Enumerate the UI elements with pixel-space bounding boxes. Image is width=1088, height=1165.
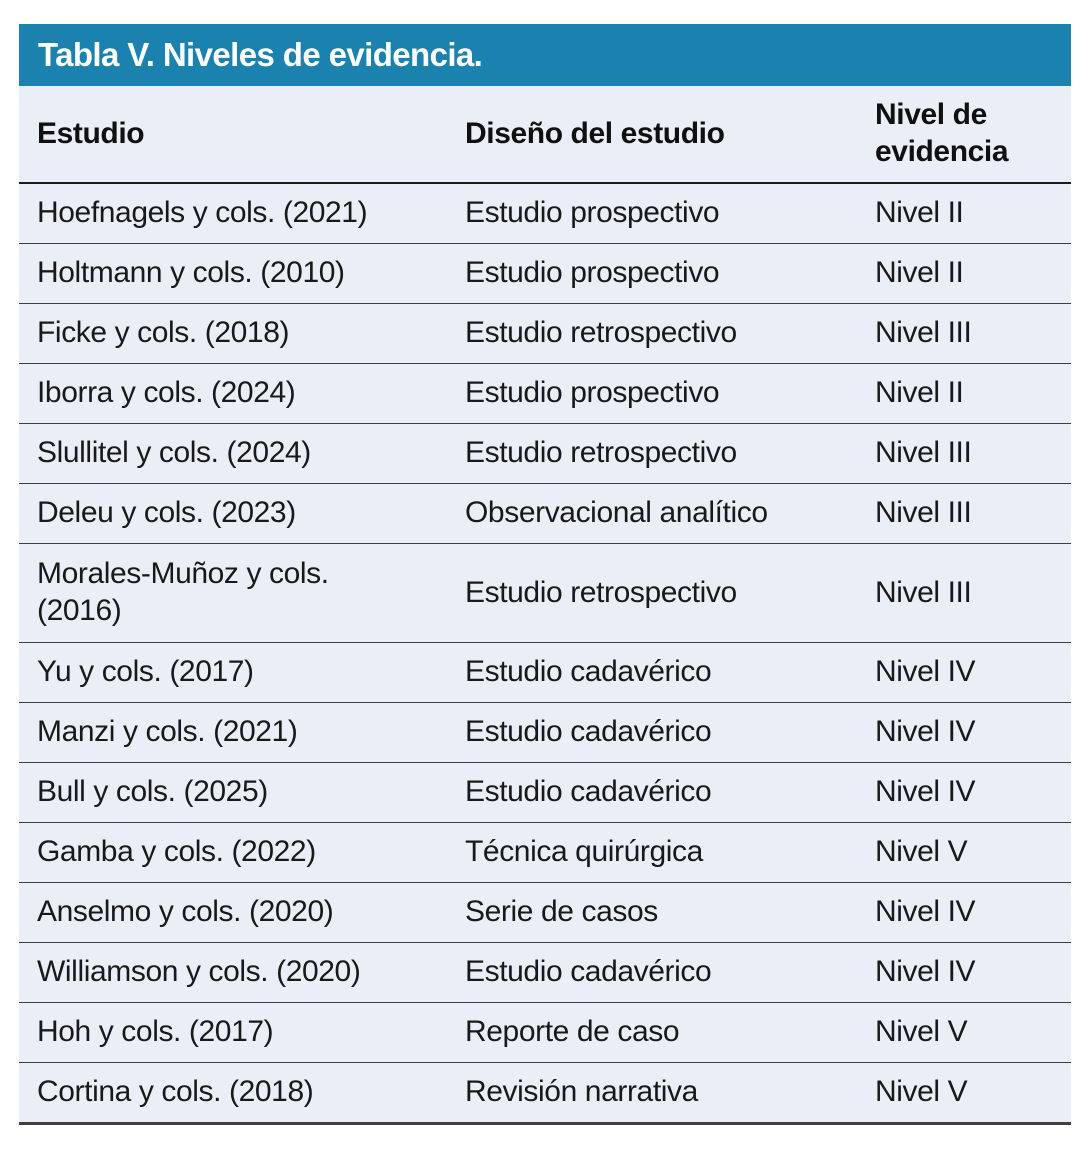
cell-estudio: Iborra y cols. (2024): [37, 376, 296, 410]
table-row: Manzi y cols. (2021) Estudio cadavérico …: [19, 702, 1071, 762]
table-title-bar: Tabla V. Niveles de evidencia.: [19, 24, 1071, 86]
table-row: Deleu y cols. (2023) Observacional analí…: [19, 483, 1071, 543]
cell-nivel: Nivel V: [875, 835, 968, 869]
table-row: Bull y cols. (2025) Estudio cadavérico N…: [19, 762, 1071, 822]
cell-estudio: Cortina y cols. (2018): [37, 1075, 314, 1109]
cell-nivel: Nivel IV: [875, 655, 976, 689]
cell-estudio: Williamson y cols. (2020): [37, 955, 361, 989]
cell-estudio: Hoh y cols. (2017): [37, 1015, 274, 1049]
cell-diseno: Reporte de caso: [465, 1015, 680, 1049]
cell-estudio: Anselmo y cols. (2020): [37, 895, 334, 929]
cell-nivel: Nivel II: [875, 376, 964, 410]
cell-estudio: Slullitel y cols. (2024): [37, 436, 311, 470]
cell-estudio: Manzi y cols. (2021): [37, 715, 298, 749]
cell-diseno: Estudio cadavérico: [465, 655, 712, 689]
cell-estudio: Holtmann y cols. (2010): [37, 256, 345, 290]
cell-diseno: Estudio prospectivo: [465, 196, 720, 230]
cell-diseno: Observacional analítico: [465, 496, 768, 530]
cell-nivel: Nivel III: [875, 496, 972, 530]
table-row: Slullitel y cols. (2024) Estudio retrosp…: [19, 423, 1071, 483]
cell-estudio: Ficke y cols. (2018): [37, 316, 290, 350]
cell-diseno: Estudio cadavérico: [465, 715, 712, 749]
cell-diseno: Estudio prospectivo: [465, 256, 720, 290]
cell-nivel: Nivel IV: [875, 895, 976, 929]
cell-diseno: Estudio retrospectivo: [465, 436, 737, 470]
column-header-diseno: Diseño del estudio: [465, 116, 725, 150]
cell-estudio: Gamba y cols. (2022): [37, 835, 316, 869]
table-row: Anselmo y cols. (2020) Serie de casos Ni…: [19, 882, 1071, 942]
cell-diseno: Serie de casos: [465, 895, 658, 929]
table-body: Estudio Diseño del estudio Nivel de evid…: [19, 86, 1071, 1125]
table-title: Tabla V. Niveles de evidencia.: [38, 36, 483, 73]
cell-nivel: Nivel III: [875, 575, 972, 609]
table-header-row: Estudio Diseño del estudio Nivel de evid…: [19, 86, 1071, 182]
table-row: Hoefnagels y cols. (2021) Estudio prospe…: [19, 182, 1071, 243]
cell-estudio: Deleu y cols. (2023): [37, 496, 296, 530]
cell-nivel: Nivel III: [875, 436, 972, 470]
table-row: Gamba y cols. (2022) Técnica quirúrgica …: [19, 822, 1071, 882]
table-row: Morales-Muñoz y cols. (2016) Estudio ret…: [19, 543, 1071, 642]
cell-diseno: Estudio retrospectivo: [465, 316, 737, 350]
table-row: Iborra y cols. (2024) Estudio prospectiv…: [19, 363, 1071, 423]
table-row: Hoh y cols. (2017) Reporte de caso Nivel…: [19, 1002, 1071, 1062]
cell-nivel: Nivel II: [875, 196, 964, 230]
evidence-table: Tabla V. Niveles de evidencia. Estudio D…: [19, 24, 1071, 1125]
cell-diseno: Revisión narrativa: [465, 1075, 698, 1109]
cell-diseno: Estudio prospectivo: [465, 376, 720, 410]
cell-nivel: Nivel IV: [875, 775, 976, 809]
column-header-nivel: Nivel de evidencia: [875, 98, 1009, 168]
cell-estudio: Bull y cols. (2025): [37, 775, 268, 809]
cell-diseno: Estudio retrospectivo: [465, 575, 737, 609]
cell-estudio: Morales-Muñoz y cols. (2016): [37, 557, 329, 627]
cell-diseno: Estudio cadavérico: [465, 775, 712, 809]
cell-diseno: Estudio cadavérico: [465, 955, 712, 989]
cell-nivel: Nivel III: [875, 316, 972, 350]
table-row: Holtmann y cols. (2010) Estudio prospect…: [19, 243, 1071, 303]
cell-estudio: Hoefnagels y cols. (2021): [37, 196, 368, 230]
table-row: Ficke y cols. (2018) Estudio retrospecti…: [19, 303, 1071, 363]
cell-nivel: Nivel V: [875, 1075, 968, 1109]
table-row: Cortina y cols. (2018) Revisión narrativ…: [19, 1062, 1071, 1122]
column-header-estudio: Estudio: [37, 116, 145, 150]
cell-nivel: Nivel V: [875, 1015, 968, 1049]
cell-estudio: Yu y cols. (2017): [37, 655, 254, 689]
table-row: Yu y cols. (2017) Estudio cadavérico Niv…: [19, 642, 1071, 702]
table-row: Williamson y cols. (2020) Estudio cadavé…: [19, 942, 1071, 1002]
cell-nivel: Nivel IV: [875, 715, 976, 749]
cell-nivel: Nivel IV: [875, 955, 976, 989]
cell-nivel: Nivel II: [875, 256, 964, 290]
cell-diseno: Técnica quirúrgica: [465, 835, 703, 869]
